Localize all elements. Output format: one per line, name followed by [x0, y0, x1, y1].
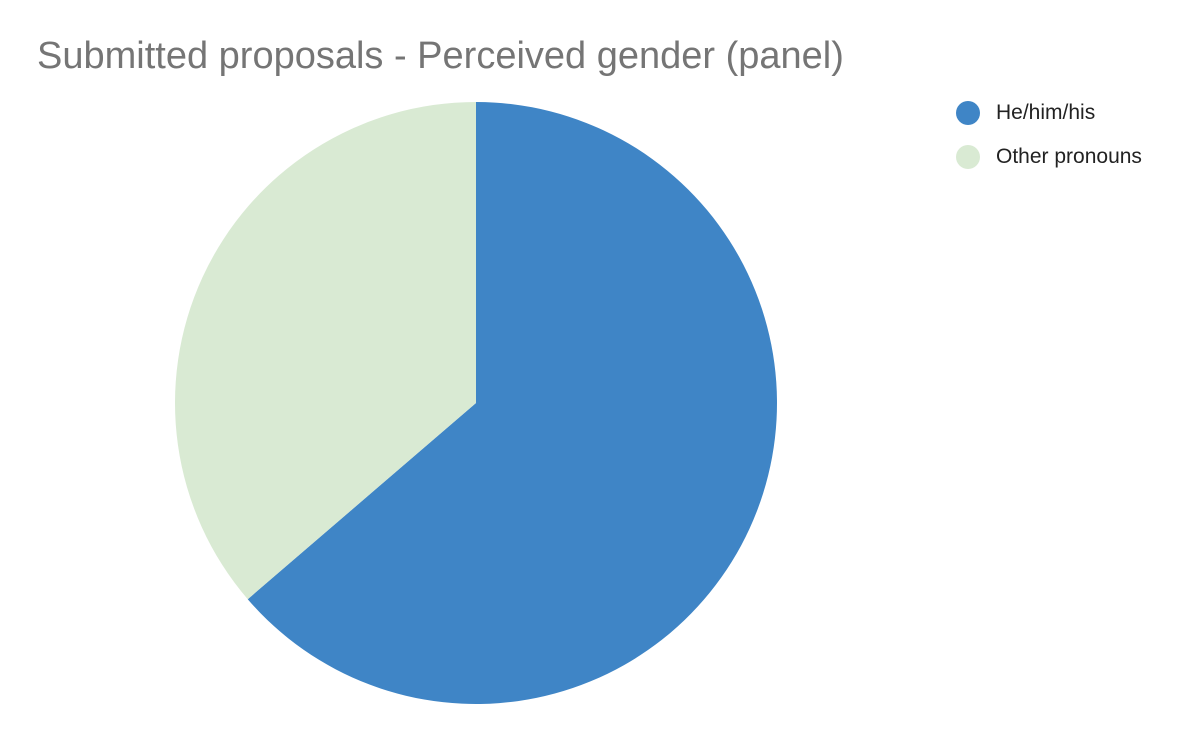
pie-slice-he-him-his[interactable]	[247, 102, 777, 704]
legend-swatch-other-pronouns	[956, 144, 980, 169]
pie-slices	[174, 102, 777, 704]
legend-item-other-pronouns[interactable]: Other pronouns	[956, 143, 1142, 170]
pie-slice-other-pronouns[interactable]	[174, 102, 476, 600]
chart-title: Submitted proposals - Perceived gender (…	[37, 35, 844, 77]
legend: He/him/his Other pronouns	[956, 99, 1142, 187]
legend-swatch-he-him-his	[956, 100, 980, 125]
legend-item-he-him-his[interactable]: He/him/his	[956, 99, 1142, 126]
legend-label: He/him/his	[996, 100, 1096, 124]
legend-label: Other pronouns	[996, 144, 1142, 168]
